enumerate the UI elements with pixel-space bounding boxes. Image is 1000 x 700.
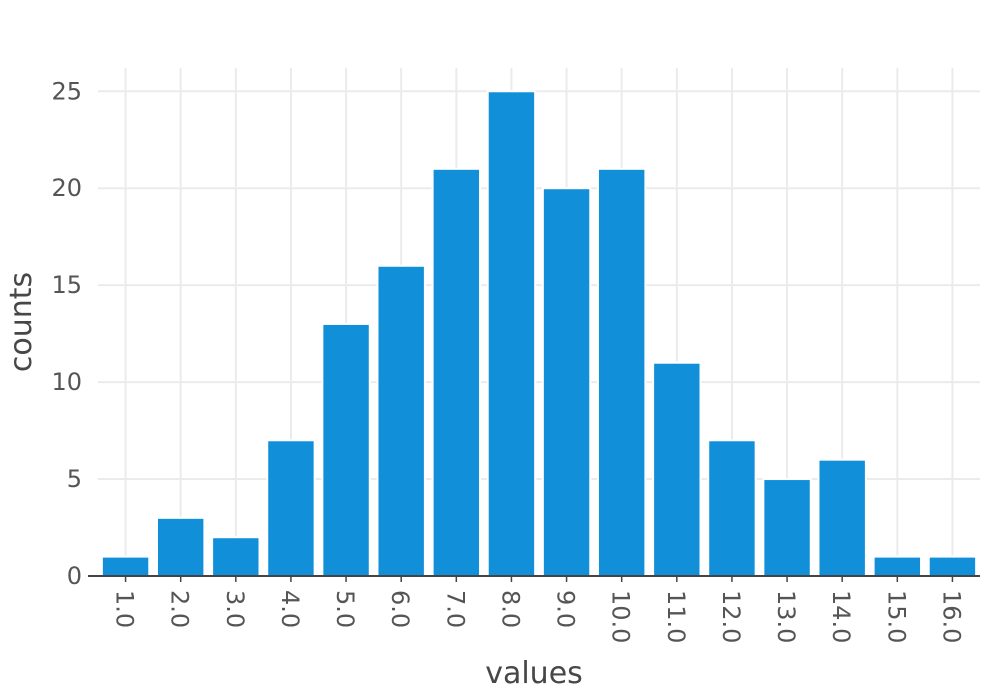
- x-tick-label: 12.0: [717, 590, 745, 643]
- x-axis-title: values: [485, 656, 583, 691]
- x-tick-label: 9.0: [552, 590, 580, 628]
- bar: [376, 264, 426, 577]
- x-tick-label: 15.0: [882, 590, 910, 643]
- x-tick-label: 3.0: [221, 590, 249, 628]
- bar: [431, 167, 482, 577]
- y-axis-title: counts: [4, 272, 39, 372]
- bar: [321, 322, 371, 577]
- y-tick-label: 20: [51, 174, 82, 202]
- x-tick-label: 2.0: [166, 590, 194, 628]
- bar: [762, 478, 812, 577]
- x-tick-label: 13.0: [772, 590, 800, 643]
- bar: [707, 439, 757, 577]
- y-tick-label: 0: [67, 562, 82, 590]
- x-tick-label: 14.0: [827, 590, 855, 643]
- x-tick-label: 7.0: [441, 590, 469, 628]
- x-tick-label: 4.0: [276, 590, 304, 628]
- bar: [266, 439, 316, 577]
- axes: 0 5 10 15 20 25 1.0 2.0 3.0 4.0 5.0 6.0 7.0 8.0 9.0 10.…: [51, 77, 980, 643]
- bar: [596, 167, 647, 577]
- x-tick-label: 1.0: [111, 590, 139, 628]
- bar: [100, 555, 151, 577]
- x-tick-label: 16.0: [937, 590, 965, 643]
- x-tick-label: 11.0: [662, 590, 690, 643]
- y-tick-label: 10: [51, 368, 82, 396]
- bar: [652, 361, 702, 577]
- bar: [155, 516, 206, 577]
- x-tick-label: 6.0: [386, 590, 414, 628]
- y-tick-label: 15: [51, 271, 82, 299]
- y-tick-label: 25: [51, 77, 82, 105]
- bar: [817, 458, 867, 577]
- bar: [927, 555, 978, 577]
- bar: [211, 536, 261, 577]
- x-tick-label: 10.0: [607, 590, 635, 643]
- y-tick-label: 5: [67, 465, 82, 493]
- bars: [100, 90, 978, 577]
- x-tick-label: 5.0: [331, 590, 359, 628]
- bar: [486, 90, 537, 577]
- x-tick-label: 8.0: [496, 590, 524, 628]
- bar: [872, 555, 923, 577]
- bar: [541, 187, 592, 577]
